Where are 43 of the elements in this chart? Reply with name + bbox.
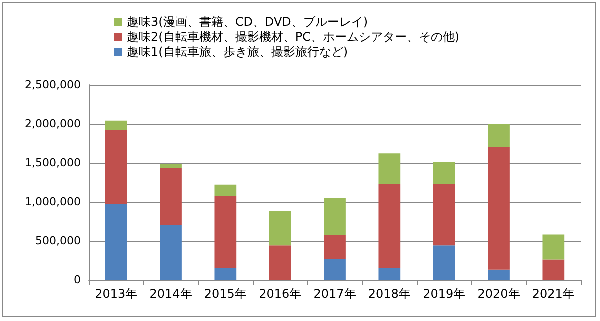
x-tick-label: 2019年 — [423, 287, 466, 301]
bar — [488, 147, 510, 270]
x-tick-label: 2015年 — [204, 287, 247, 301]
x-tick-label: 2013年 — [95, 287, 138, 301]
legend-label: 趣味3(漫画、書籍、CD、DVD、ブルーレイ) — [127, 15, 368, 29]
y-tick-label: 2,000,000 — [25, 118, 81, 130]
bar — [542, 234, 565, 260]
bar — [269, 246, 292, 280]
bar — [105, 130, 128, 204]
bar — [324, 198, 346, 236]
bar — [160, 225, 182, 280]
bar — [105, 120, 128, 130]
bar — [488, 270, 510, 280]
bar — [324, 236, 346, 259]
bar — [542, 260, 565, 280]
bar — [378, 268, 401, 280]
bar — [214, 268, 237, 280]
x-tick-label: 2014年 — [150, 287, 192, 301]
bar — [378, 154, 401, 184]
y-tick-label: 0 — [74, 274, 81, 286]
y-tick-label: 1,000,000 — [25, 196, 81, 208]
bar — [160, 164, 182, 168]
bar — [160, 168, 182, 226]
bar — [433, 184, 456, 246]
y-tick-label: 1,500,000 — [25, 156, 81, 170]
bar — [105, 204, 128, 280]
x-tick-label: 2016年 — [259, 287, 302, 301]
x-tick-label: 2020年 — [478, 287, 520, 301]
x-tick-label: 2018年 — [368, 287, 411, 301]
bar — [433, 162, 456, 184]
legend-label: 趣味2(自転車機材、撮影機材、PC、ホームシアター、その他) — [127, 30, 460, 44]
y-tick-label: 500,000 — [36, 234, 81, 248]
bar — [214, 196, 237, 268]
y-tick-label: 2,500,000 — [25, 78, 81, 92]
x-tick-label: 2017年 — [314, 287, 356, 301]
x-tick-label: 2021年 — [532, 287, 575, 301]
bar — [488, 124, 510, 148]
bar — [378, 184, 401, 268]
bar — [269, 211, 292, 246]
bar — [433, 246, 456, 280]
bar — [324, 258, 346, 280]
bar — [214, 184, 237, 197]
legend-label: 趣味1(自転車旅、歩き旅、撮影旅行など) — [127, 45, 348, 59]
